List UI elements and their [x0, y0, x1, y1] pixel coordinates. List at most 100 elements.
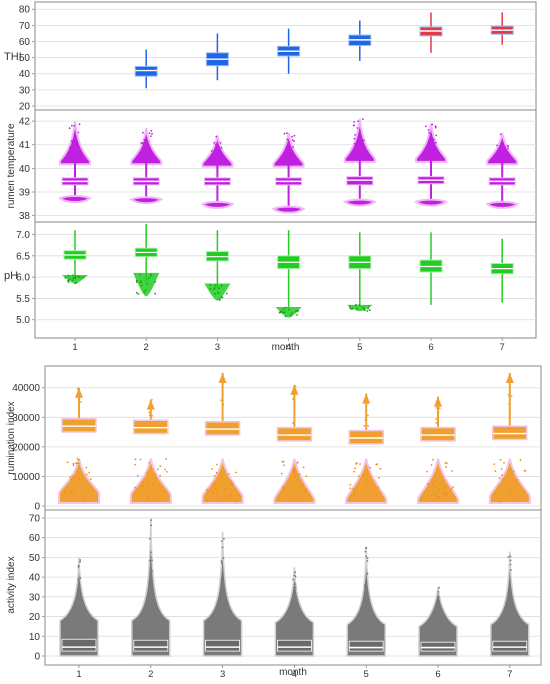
outlier-point	[139, 280, 142, 282]
outlier-point	[72, 462, 75, 465]
outlier-point	[510, 468, 513, 471]
box-month-2	[133, 223, 160, 297]
outlier-point	[363, 586, 366, 589]
violin-body	[418, 586, 458, 657]
violin-body	[59, 557, 99, 657]
outlier-point	[75, 485, 78, 487]
outlier-point	[438, 586, 441, 589]
outlier-point	[218, 153, 221, 156]
outlier-point	[434, 126, 437, 129]
violin-body	[129, 458, 172, 505]
outlier-point	[292, 601, 294, 603]
outlier-point	[78, 459, 80, 461]
x-tick-label: 4	[286, 342, 291, 353]
upper-tail	[75, 387, 83, 398]
outlier-point	[435, 141, 437, 144]
panel-activity-index: 0 10 20 30 40 50 60 70 activity index	[6, 509, 541, 663]
outlier-point	[291, 139, 294, 141]
outlier-cluster	[275, 306, 302, 318]
outlier-point	[367, 414, 369, 417]
outlier-point	[283, 311, 286, 313]
box-month-1	[62, 230, 88, 285]
outlier-point	[508, 417, 511, 420]
outlier-point	[149, 135, 152, 138]
outlier-point	[438, 600, 441, 602]
iqr-box	[61, 418, 97, 433]
outlier-point	[432, 483, 434, 486]
outlier-point	[364, 584, 366, 586]
outlier-point	[445, 466, 447, 468]
outlier-point	[284, 159, 287, 162]
x-tick-label: 2	[144, 342, 149, 353]
outlier-point	[234, 500, 237, 503]
outlier-point	[427, 482, 429, 485]
violin-body	[417, 458, 459, 505]
outlier-point	[154, 280, 157, 283]
outlier-point	[357, 137, 360, 139]
outlier-point	[435, 418, 438, 420]
upper-tail	[290, 384, 299, 395]
iqr-box	[61, 638, 97, 652]
box-month-5	[346, 232, 373, 312]
outlier-point	[290, 314, 292, 317]
y-tick-label: 10	[29, 632, 41, 643]
outlier-point	[220, 146, 223, 149]
outlier-point	[375, 493, 377, 496]
outlier-point	[213, 288, 216, 291]
box-month-1	[57, 120, 93, 204]
outlier-point	[522, 490, 525, 493]
outlier-point	[517, 499, 519, 502]
outlier-point	[308, 495, 310, 497]
outlier-point	[221, 581, 224, 584]
outlier-point	[430, 495, 433, 497]
outlier-point	[291, 135, 293, 138]
outlier-point	[145, 289, 147, 291]
outlier-point	[360, 491, 363, 494]
outlier-point	[434, 493, 437, 495]
outlier-point	[354, 490, 357, 493]
outlier-point	[68, 127, 71, 130]
box-month-4	[274, 567, 315, 657]
outlier-point	[450, 470, 453, 472]
outlier-point	[75, 462, 78, 465]
outlier-point	[290, 312, 293, 315]
outlier-point	[73, 125, 76, 127]
outlier-point	[69, 476, 72, 479]
outlier-point	[438, 489, 441, 491]
violin-body	[202, 531, 243, 657]
y-tick-label: 70	[19, 21, 31, 32]
outlier-point	[507, 556, 510, 558]
outlier-point	[293, 402, 296, 404]
outlier-point	[145, 141, 148, 144]
outlier-point	[220, 560, 223, 563]
outlier-point	[218, 299, 221, 301]
outlier-point	[135, 291, 138, 294]
outlier-point	[161, 490, 164, 493]
outlier-point	[215, 487, 218, 490]
y-axis-label: THI	[4, 51, 22, 63]
outlier-point	[79, 577, 82, 579]
outlier-point	[354, 151, 357, 154]
outlier-point	[282, 308, 285, 311]
outlier-point	[365, 590, 368, 593]
outlier-point	[222, 590, 225, 593]
outlier-point	[367, 305, 370, 308]
y-axis-label: rumination index	[6, 401, 17, 474]
outlier-point	[502, 159, 504, 162]
outlier-point	[77, 389, 80, 392]
iqr-box	[204, 420, 241, 436]
iqr-box	[205, 639, 241, 652]
outlier-point	[221, 546, 224, 549]
outlier-point	[432, 154, 434, 157]
outlier-point	[436, 599, 438, 601]
outlier-point	[434, 125, 437, 128]
outlier-point	[222, 403, 225, 406]
outlier-point	[295, 310, 297, 313]
outlier-point	[221, 540, 223, 543]
outlier-point	[500, 150, 502, 153]
outlier-point	[67, 281, 70, 283]
outlier-point	[217, 291, 219, 294]
outlier-point	[214, 284, 217, 287]
